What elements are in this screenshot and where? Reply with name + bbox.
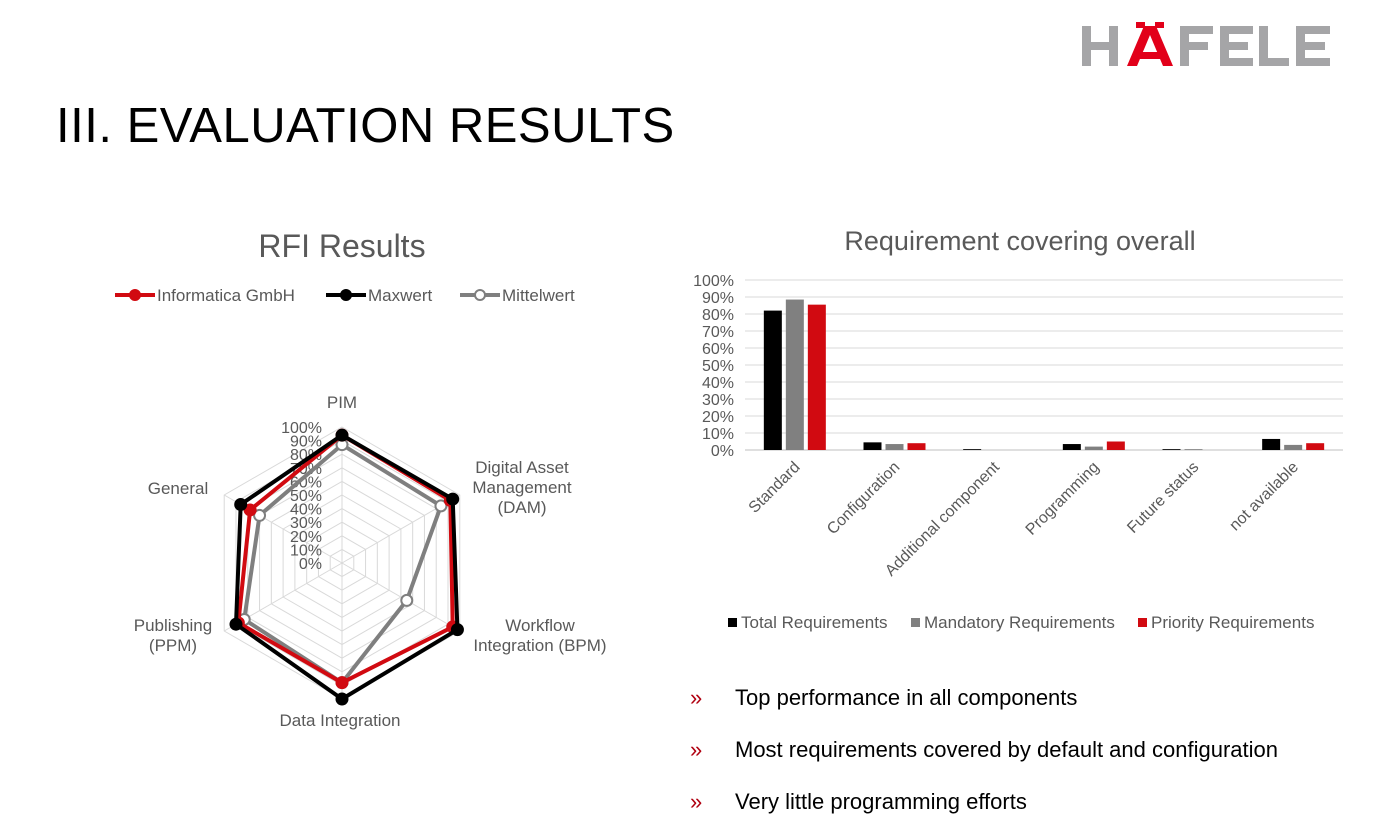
bar-mark — [1162, 449, 1181, 450]
radar-tick-label: 90% — [290, 434, 322, 451]
bar-mark — [907, 443, 926, 450]
bar-legend-label: Priority Requirements — [1151, 613, 1314, 632]
bar-mark — [1184, 449, 1203, 450]
bar-mark — [1106, 441, 1125, 450]
radar-point — [335, 692, 349, 706]
legend-marker — [129, 289, 141, 301]
radar-category-label: PIM — [327, 393, 357, 412]
radar-point — [400, 593, 414, 607]
radar-tick-label: 40% — [290, 502, 322, 519]
rfi-radar-chart: RFI Results Informatica GmbH Maxwert Mittel… — [115, 228, 607, 730]
radar-category-label: Workflow Integration (BPM) — [473, 616, 606, 655]
bar-y-tick-label: 30% — [702, 392, 734, 409]
radar-category-label: General — [148, 479, 208, 498]
bullet-mark: » — [690, 737, 703, 762]
legend-label: Maxwert — [368, 286, 433, 305]
bar-mark — [1306, 443, 1325, 450]
bar-y-tick-label: 100% — [693, 273, 734, 290]
bar-category-label: Standard — [746, 459, 804, 517]
bar-mark — [863, 442, 882, 450]
radar-point — [335, 676, 349, 690]
bar-y-tick-label: 10% — [702, 426, 734, 443]
bullet-list: » Top performance in all components » Most… — [690, 672, 1278, 828]
bar-y-tick-label: 90% — [702, 290, 734, 307]
page-title: III. EVALUATION RESULTS — [56, 99, 675, 153]
bar-legend-label: Total Requirements — [741, 613, 887, 632]
requirement-bar-chart: Requirement covering overall 0%10%20%30%4… — [693, 226, 1343, 632]
bar-mark — [885, 444, 904, 450]
bullet-item: » Most requirements covered by default an… — [690, 724, 1278, 776]
radar-tick-label: 0% — [299, 556, 322, 573]
bar-y-tick-label: 70% — [702, 324, 734, 341]
radar-spoke — [341, 562, 461, 632]
bar-legend-label: Mandatory Requirements — [924, 613, 1115, 632]
bar-y-tick-label: 20% — [702, 409, 734, 426]
radar-point — [335, 428, 349, 442]
radar-point — [253, 508, 267, 522]
bar-mark — [807, 304, 826, 450]
bar-mark — [1284, 444, 1303, 450]
bar-legend-swatch — [1138, 618, 1147, 627]
legend-label: Informatica GmbH — [157, 286, 295, 305]
bar-category-label: Future status — [1124, 459, 1202, 537]
bar-mark — [763, 310, 782, 450]
bar-mark — [1262, 438, 1281, 450]
radar-category-label: Digital Asset Management (DAM) — [472, 458, 572, 517]
bullet-item: » Very little programming efforts — [690, 776, 1278, 828]
bullet-text: Most requirements covered by default and… — [735, 737, 1278, 762]
radar-point — [229, 617, 243, 631]
bar-mark — [1084, 446, 1103, 450]
radar-point — [450, 623, 464, 637]
radar-tick-label: 20% — [290, 529, 322, 546]
bar-mark — [963, 449, 982, 450]
legend-marker — [340, 289, 352, 301]
bar-y-tick-label: 80% — [702, 307, 734, 324]
bar-y-tick-label: 40% — [702, 375, 734, 392]
radar-tick-label: 50% — [290, 488, 322, 505]
radar-point — [234, 498, 248, 512]
bar-category-label: Additional component — [882, 458, 1003, 579]
bar-chart-title: Requirement covering overall — [844, 226, 1195, 256]
radar-point — [446, 492, 460, 506]
radar-point — [434, 499, 448, 513]
bar-category-label: Configuration — [824, 459, 903, 538]
bullet-mark: » — [690, 789, 703, 814]
radar-title: RFI Results — [258, 228, 425, 264]
bar-mark — [1062, 444, 1081, 450]
bar-legend-swatch — [728, 618, 737, 627]
bar-mark — [785, 299, 804, 450]
radar-tick-label: 10% — [290, 542, 322, 559]
radar-tick-label: 60% — [290, 474, 322, 491]
legend-label: Mittelwert — [502, 286, 575, 305]
bullet-item: » Top performance in all components — [690, 672, 1278, 724]
bullet-mark: » — [690, 685, 703, 710]
bar-legend-swatch — [911, 618, 920, 627]
bullet-text: Very little programming efforts — [735, 789, 1027, 814]
bar-y-tick-label: 0% — [711, 443, 734, 460]
bar-y-tick-label: 60% — [702, 341, 734, 358]
bullet-text: Top performance in all components — [735, 685, 1078, 710]
bar-y-tick-label: 50% — [702, 358, 734, 375]
radar-point — [243, 503, 257, 517]
hafele-logo — [1082, 22, 1330, 66]
legend-marker — [474, 289, 486, 301]
radar-tick-label: 30% — [290, 515, 322, 532]
bar-category-label: Programming — [1023, 459, 1103, 539]
radar-tick-label: 100% — [281, 420, 322, 437]
radar-category-label: Data Integration — [280, 711, 401, 730]
radar-category-label: Publishing (PPM) — [134, 616, 212, 655]
bar-category-label: not available — [1226, 459, 1302, 535]
